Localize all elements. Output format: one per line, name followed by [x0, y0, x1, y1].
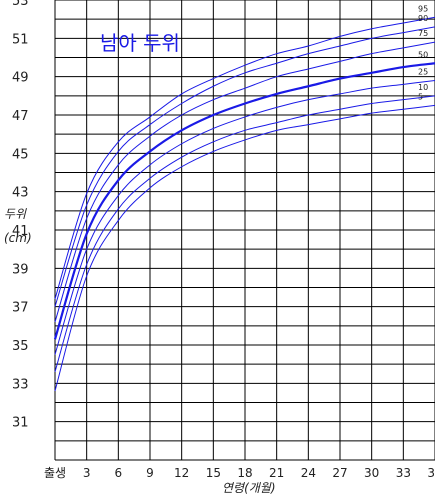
- percentile-line-75: [54, 41, 435, 323]
- x-tick-label: 출생: [44, 466, 66, 480]
- x-tick-label: 24: [301, 466, 316, 480]
- y-axis-title: 두위: [4, 207, 27, 221]
- y-tick-label: 39: [12, 262, 29, 277]
- x-tick-label: 27: [332, 466, 347, 480]
- x-axis-title: 연령(개월): [222, 481, 276, 495]
- percentile-line-95: [54, 16, 435, 300]
- percentile-label-5: 5: [418, 92, 423, 101]
- y-tick-label: 47: [12, 109, 29, 124]
- y-tick-label: 45: [12, 147, 29, 162]
- x-tick-label: 12: [174, 466, 189, 480]
- percentile-label-90: 90: [418, 14, 428, 23]
- chart-title: 남아 두위: [100, 31, 180, 55]
- x-tick-label: 15: [206, 466, 221, 480]
- x-tick-label: 18: [237, 466, 252, 480]
- x-tick-label: 9: [146, 466, 154, 480]
- y-tick-label: 35: [12, 339, 29, 354]
- x-tick-label: 6: [115, 466, 123, 480]
- percentile-label-50: 50: [418, 50, 428, 59]
- y-tick-label: 49: [12, 71, 29, 86]
- y-tick-label: 31: [12, 416, 29, 431]
- percentile-line-90: [54, 26, 435, 307]
- x-tick-label: 36: [427, 466, 435, 480]
- y-tick-label: 51: [12, 32, 29, 47]
- y-tick-label: 33: [12, 377, 29, 392]
- y-tick-label: 37: [12, 301, 29, 316]
- percentile-label-95: 95: [418, 4, 428, 13]
- percentile-line-25: [54, 80, 435, 355]
- x-tick-labels: 출생369121518212427303336: [44, 466, 435, 480]
- x-tick-label: 30: [364, 466, 379, 480]
- series-group: [53, 16, 435, 392]
- x-tick-label: 33: [396, 466, 411, 480]
- grid: [54, 0, 435, 461]
- percentile-label-25: 25: [418, 68, 428, 77]
- y-tick-labels: 31 33 35 37 39 41 43 45 47 49 51 53: [12, 0, 29, 431]
- percentile-label-10: 10: [418, 83, 428, 92]
- percentile-line-5: [54, 104, 435, 392]
- x-tick-label: 3: [83, 466, 91, 480]
- percentile-line-10: [54, 95, 435, 372]
- percentile-label-75: 75: [418, 29, 428, 38]
- y-tick-label: 53: [12, 0, 29, 9]
- percentile-line-50: [53, 62, 435, 340]
- y-axis-unit: (cm): [4, 231, 32, 245]
- x-tick-label: 21: [269, 466, 284, 480]
- y-tick-label: 43: [12, 186, 29, 201]
- y-tick-label: 41: [12, 224, 29, 239]
